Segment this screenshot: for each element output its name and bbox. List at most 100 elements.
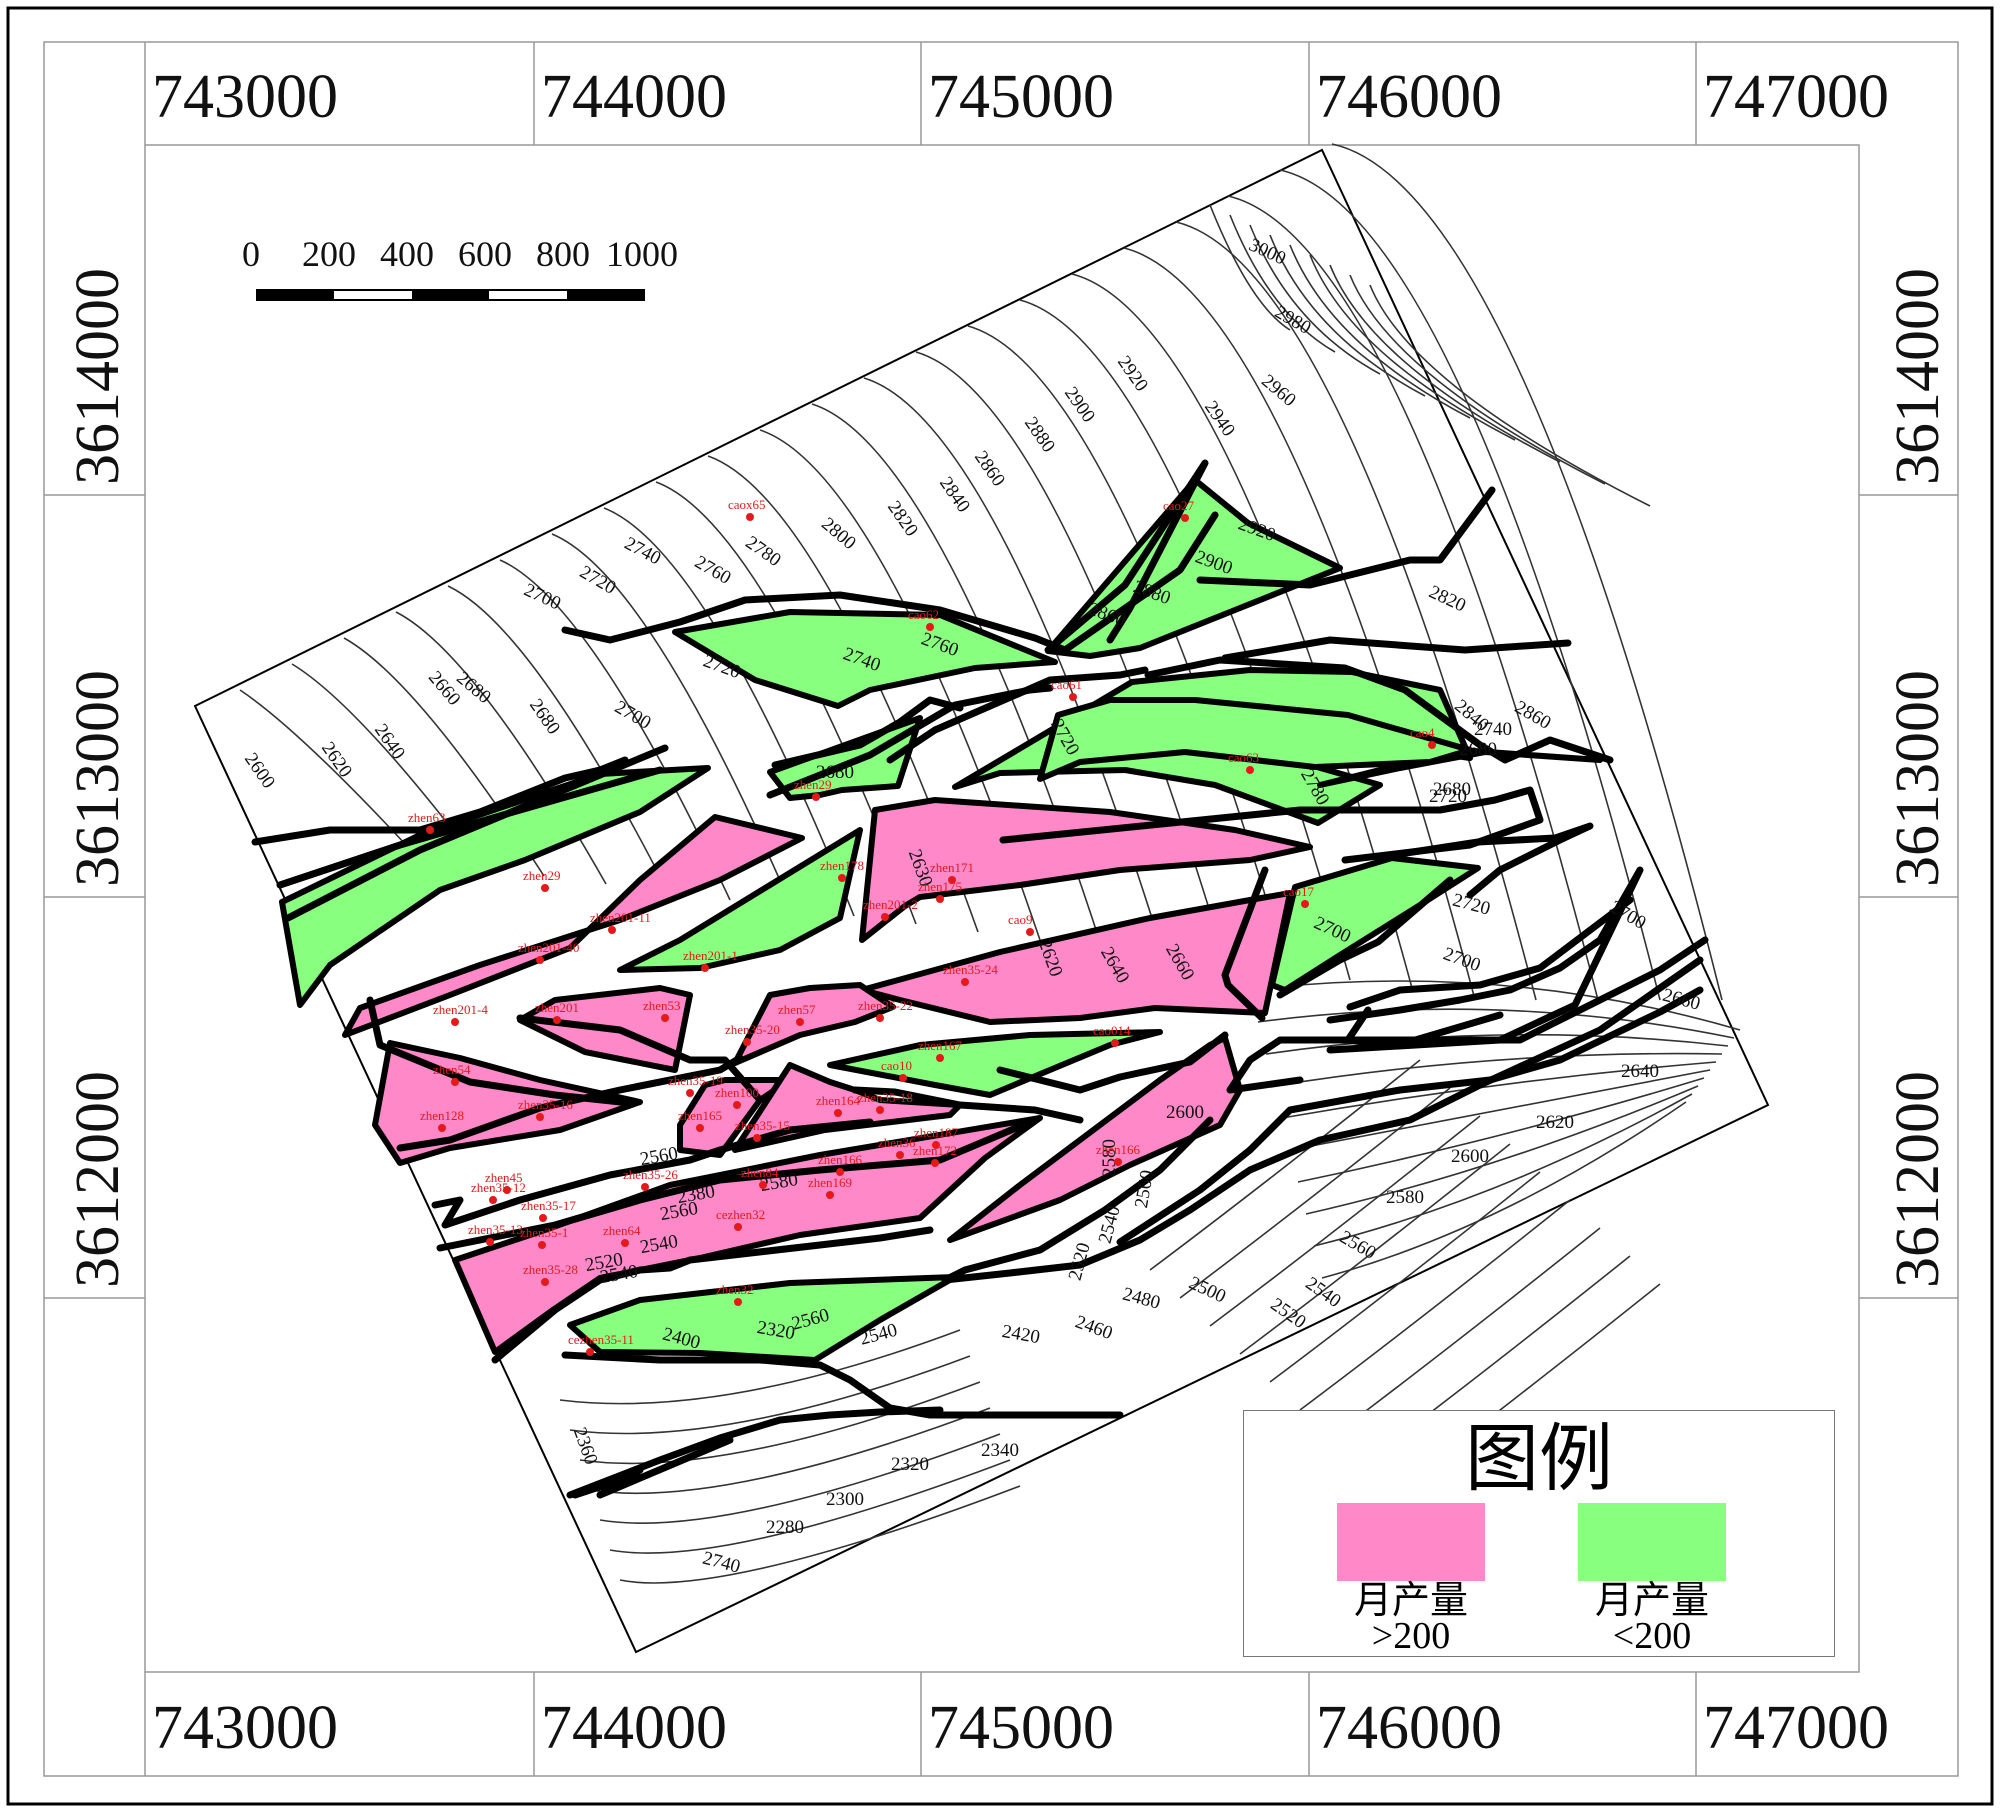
x-tick-bottom: 745000 [928, 1694, 1114, 1762]
well-point [438, 1124, 446, 1132]
block-low [1317, 747, 1603, 788]
well-label: zhen57 [778, 1002, 816, 1017]
contour-line [1321, 1101, 1687, 1279]
contour-line [619, 1485, 1021, 1584]
contour-label: 2600 [1166, 1102, 1204, 1123]
contour-line [1289, 244, 1471, 419]
block-high [732, 982, 896, 1066]
y-tick-right: 3612000 [1884, 1071, 1952, 1288]
well-label: zhen201 [535, 1000, 579, 1015]
well-point [538, 1241, 546, 1249]
legend-label: 月产量 [1594, 1578, 1709, 1622]
well-label: zhen35-1 [520, 1225, 568, 1240]
well-point [936, 895, 944, 903]
well-point [876, 1106, 884, 1114]
well-label: cao014 [1093, 1023, 1131, 1038]
scale-label: 200 [302, 234, 356, 274]
well-point [536, 1113, 544, 1121]
contour-line [1309, 254, 1516, 441]
contour-line [1269, 1171, 1541, 1383]
well-label: zhen201-1 [683, 948, 738, 963]
well-label: zhen35-12 [471, 1180, 526, 1195]
well-point [733, 1101, 741, 1109]
well-point [701, 964, 709, 972]
well-label: cezhen35-11 [568, 1332, 634, 1347]
block-high [859, 797, 1313, 943]
contour-line [967, 325, 1289, 973]
y-tick-left: 3613000 [64, 670, 132, 887]
contour-line [609, 1459, 1011, 1554]
block-low [1269, 855, 1481, 993]
well-point [926, 623, 934, 631]
well-label: cezhen32 [716, 1207, 765, 1222]
x-tick-bottom: 744000 [541, 1694, 727, 1762]
well-label: zhen178 [820, 858, 864, 873]
contour-line [579, 1381, 981, 1465]
contour-label: 2620 [1536, 1112, 1574, 1133]
contour-label: 2640 [1621, 1061, 1659, 1082]
well-label: zhen169 [808, 1175, 852, 1190]
well-label: zhen29 [794, 777, 832, 792]
well-label: zhen32 [716, 1282, 754, 1297]
legend-swatch-green [1578, 1503, 1726, 1581]
well-label: zhen35-28 [523, 1262, 578, 1277]
well-markers: caox65 cao27 cao62 cao61 cao63 cao4 zhen29 zhen… [408, 497, 1436, 1356]
well-point [734, 1223, 742, 1231]
well-point [608, 926, 616, 934]
x-tick-top: 747000 [1703, 63, 1889, 131]
contour-line [1369, 284, 1651, 507]
well-point [812, 793, 820, 801]
well-point [586, 1348, 594, 1356]
well-point [932, 1141, 940, 1149]
contour-line [1123, 247, 1475, 997]
contour-label: 2680 [1433, 779, 1471, 800]
contour-line [1249, 980, 1741, 1031]
well-label: zhen53 [643, 998, 681, 1013]
scale-label: 0 [242, 234, 260, 274]
well-point [696, 1124, 704, 1132]
well-label: zhen187 [914, 1125, 959, 1140]
contour-label: 2580 [1099, 1139, 1120, 1177]
contour-line [1209, 1115, 1481, 1327]
well-point [486, 1238, 494, 1246]
contour-line [1279, 169, 1661, 1001]
x-tick-bottom: 746000 [1316, 1694, 1502, 1762]
well-point [489, 1196, 497, 1204]
contour-line [1209, 204, 1291, 331]
well-point [451, 1018, 459, 1026]
well-label: zhen54 [433, 1062, 471, 1077]
well-point [1428, 741, 1436, 749]
map-frame [43, 41, 1959, 1777]
contour-line [589, 1407, 991, 1495]
well-label: cao63 [1228, 750, 1259, 765]
fault-lines [251, 459, 1709, 1499]
y-tick-right: 3613000 [1884, 670, 1952, 887]
well-label: zhen35-19 [668, 1073, 723, 1088]
contour-line [1329, 264, 1561, 463]
well-point [948, 876, 956, 884]
well-label: zhen35-15 [735, 1118, 790, 1133]
well-point [1026, 928, 1034, 936]
well-label: zhen166 [818, 1152, 863, 1167]
contour-line [1257, 1008, 1735, 1039]
well-label: zhen84 [741, 1165, 779, 1180]
contour-line [1227, 195, 1599, 1001]
well-label: zhen172 [913, 1143, 957, 1158]
legend-item-low: 月产量 <200 [1577, 1503, 1727, 1655]
legend-title: 图例 [1465, 1416, 1613, 1502]
well-point [553, 1016, 561, 1024]
contour-line [1229, 214, 1336, 353]
well-label: zhen35-18 [858, 1090, 913, 1105]
well-point [541, 1278, 549, 1286]
plot-frame [144, 144, 1860, 1673]
well-point [1181, 514, 1189, 522]
contour-line [1273, 1052, 1723, 1087]
well-label: cao61 [1051, 677, 1082, 692]
contour-line [1249, 224, 1381, 375]
well-point [743, 1038, 751, 1046]
block-low [672, 609, 1058, 709]
block-low [827, 1029, 1163, 1098]
scale-label: 800 [536, 234, 590, 274]
contour-label: 2740 [1474, 719, 1512, 740]
well-point [931, 1159, 939, 1167]
